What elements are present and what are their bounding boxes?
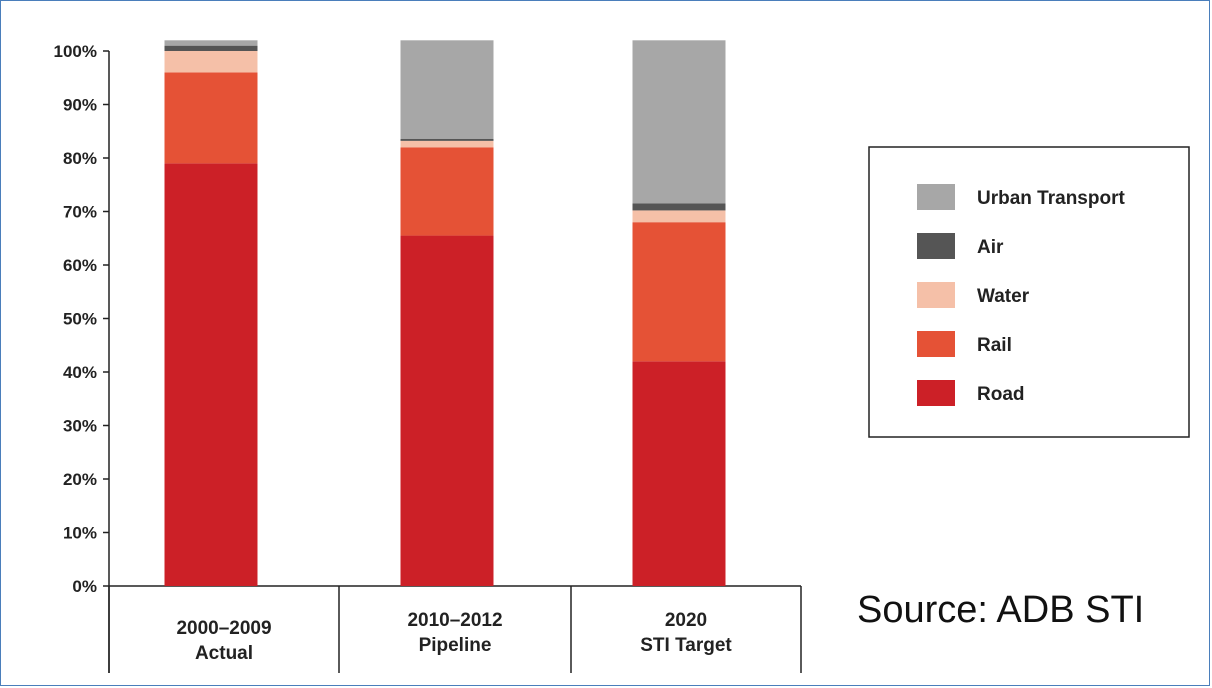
x-category-label: Pipeline: [419, 635, 492, 656]
bar-segment-urban-transport: [164, 40, 258, 46]
bar-segment-air: [400, 138, 494, 141]
y-tick-label: 70%: [63, 203, 97, 222]
legend-label: Urban Transport: [977, 188, 1125, 209]
legend-label: Rail: [977, 335, 1012, 356]
bar-segment-water: [400, 140, 494, 148]
chart-axes: 0% 10% 20% 30% 40% 50% 60% 70% 80% 90% 100% 2000–20…: [54, 42, 802, 673]
bar-segment-road: [632, 361, 726, 586]
legend-swatch: [917, 233, 955, 259]
legend-swatch: [917, 331, 955, 357]
bar-segment-water: [164, 51, 258, 73]
bar-segment-air: [632, 203, 726, 211]
bar-segment-road: [400, 235, 494, 586]
y-tick-label: 50%: [63, 310, 97, 329]
y-tick-label: 0%: [72, 577, 97, 596]
y-tick-label: 100%: [54, 42, 97, 61]
legend-label: Water: [977, 286, 1030, 307]
x-category-label: 2000–2009: [176, 618, 271, 639]
bar-segment-urban-transport: [632, 40, 726, 204]
legend-swatch: [917, 184, 955, 210]
y-tick-label: 60%: [63, 256, 97, 275]
legend-swatch: [917, 380, 955, 406]
y-tick-label: 30%: [63, 417, 97, 436]
x-category-label: 2020: [665, 610, 707, 631]
y-tick-label: 80%: [63, 149, 97, 168]
bar-segment-rail: [164, 72, 258, 164]
bar-segment-rail: [632, 222, 726, 362]
legend-label: Road: [977, 384, 1025, 405]
bar-segment-air: [164, 45, 258, 51]
x-category-label: 2010–2012: [407, 610, 502, 631]
y-tick-label: 20%: [63, 470, 97, 489]
legend-swatch: [917, 282, 955, 308]
bar-segment-water: [632, 210, 726, 223]
bar-segment-rail: [400, 147, 494, 236]
chart-legend: Urban Transport Air Water Rail Road: [868, 146, 1190, 438]
legend-label: Air: [977, 237, 1004, 258]
y-tick-label: 90%: [63, 96, 97, 115]
bar-segment-road: [164, 163, 258, 586]
x-category-label: Actual: [195, 643, 253, 664]
x-category-label: STI Target: [640, 635, 732, 656]
source-note: Source: ADB STI: [857, 589, 1145, 631]
bar-segment-urban-transport: [400, 40, 494, 139]
chart-bars: [164, 40, 726, 586]
y-tick-label: 10%: [63, 524, 97, 543]
y-tick-label: 40%: [63, 363, 97, 382]
